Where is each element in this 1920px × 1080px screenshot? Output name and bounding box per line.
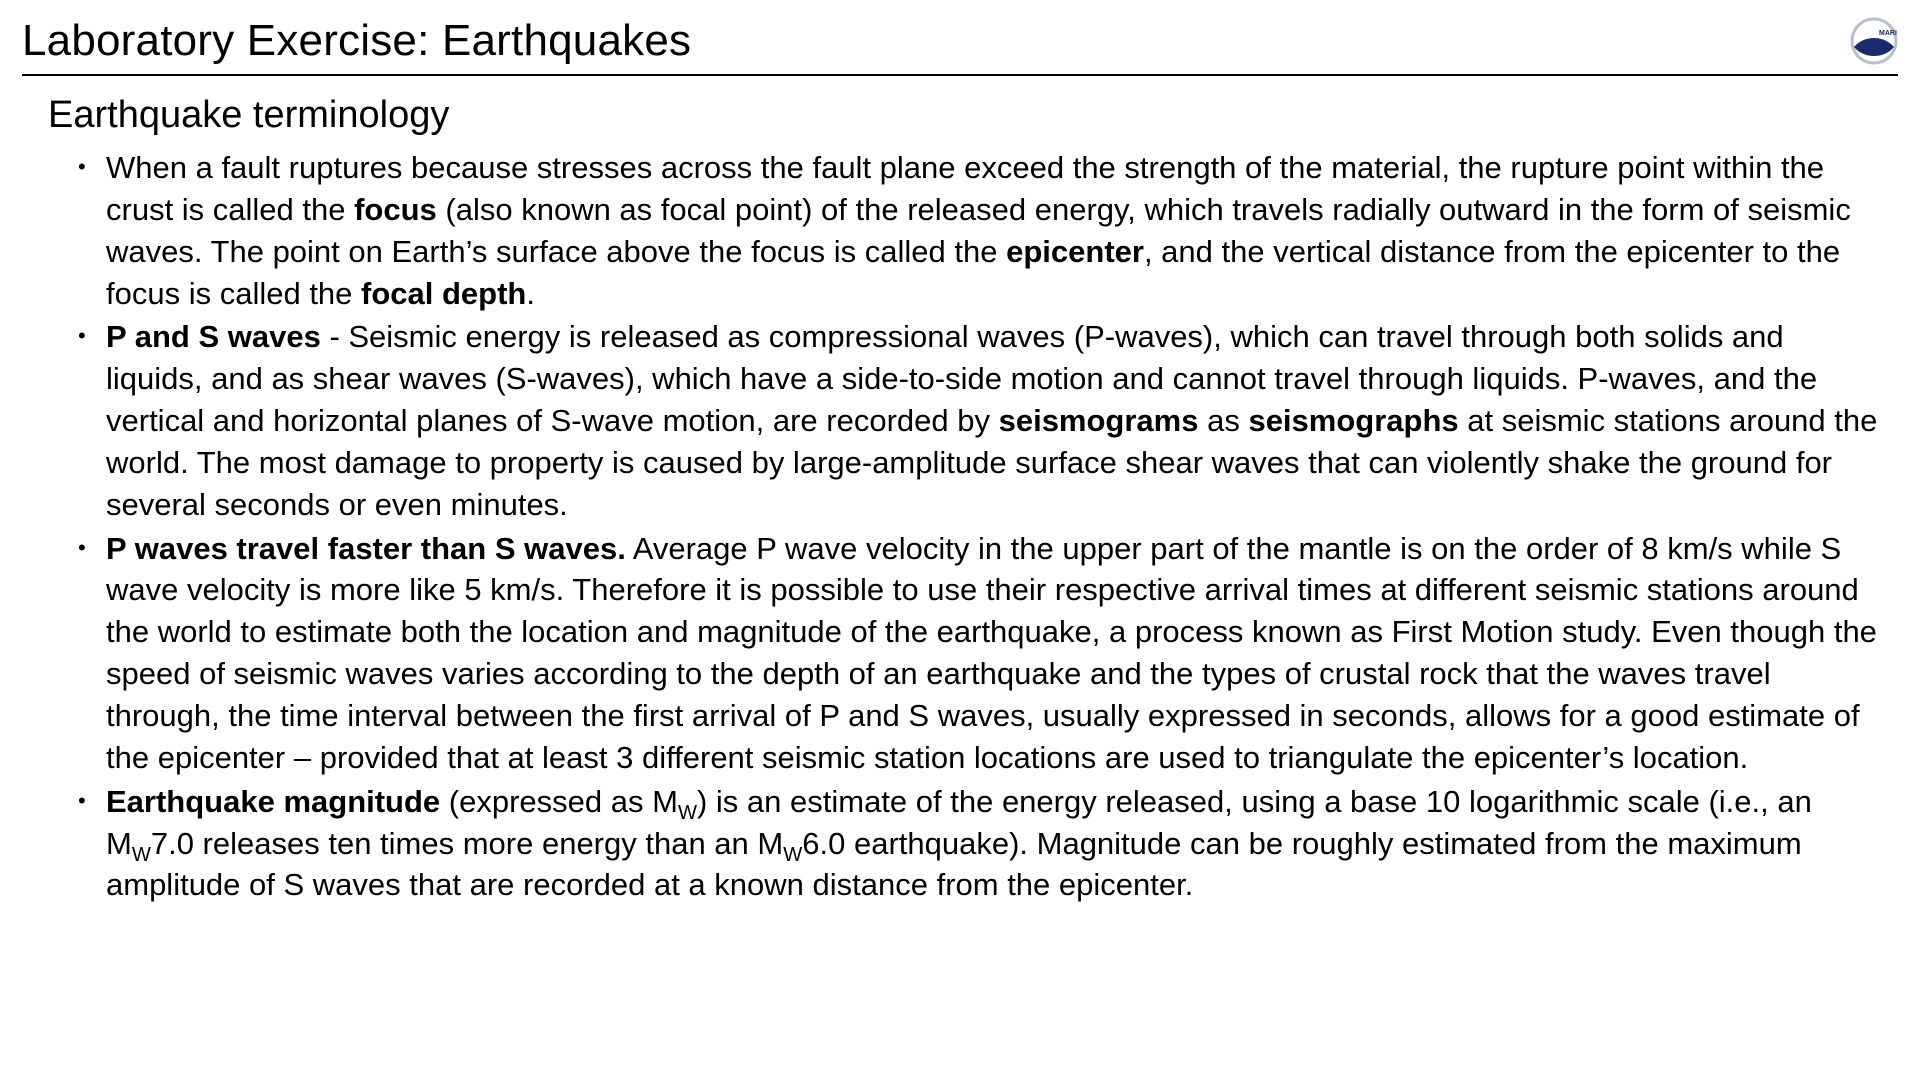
bold-run: focus xyxy=(354,192,437,227)
svg-text:MARI: MARI xyxy=(1879,30,1897,37)
slide-page: Laboratory Exercise: Earthquakes MARI Ea… xyxy=(0,0,1920,1080)
bold-run: seismographs xyxy=(1248,403,1458,438)
subscript-run: W xyxy=(132,844,151,866)
text-run: 7.0 releases ten times more energy than … xyxy=(151,826,783,861)
subscript-run: W xyxy=(783,844,802,866)
bold-run: Earthquake magnitude xyxy=(106,784,440,819)
list-item: P and S waves - Seismic energy is releas… xyxy=(78,316,1880,525)
bold-run: P waves travel faster than S waves. xyxy=(106,531,626,566)
section-heading: Earthquake terminology xyxy=(48,94,1880,137)
text-run: . xyxy=(526,276,535,311)
content-area: Earthquake terminology When a fault rupt… xyxy=(22,94,1898,906)
list-item: Earthquake magnitude (expressed as MW) i… xyxy=(78,781,1880,907)
list-item: When a fault ruptures because stresses a… xyxy=(78,147,1880,314)
page-title: Laboratory Exercise: Earthquakes xyxy=(22,16,691,66)
subscript-run: W xyxy=(678,802,697,824)
text-run: as xyxy=(1198,403,1248,438)
list-item: P waves travel faster than S waves. Aver… xyxy=(78,528,1880,779)
bullet-list: When a fault ruptures because stresses a… xyxy=(48,147,1880,906)
text-run: Average P wave velocity in the upper par… xyxy=(106,531,1877,775)
bold-run: epicenter xyxy=(1006,234,1144,269)
bold-run: seismograms xyxy=(999,403,1199,438)
text-run: (expressed as M xyxy=(440,784,678,819)
mari-logo-icon: MARI xyxy=(1850,17,1898,65)
bold-run: focal depth xyxy=(361,276,526,311)
header-bar: Laboratory Exercise: Earthquakes MARI xyxy=(22,16,1898,76)
bold-run: P and S waves xyxy=(106,319,321,354)
